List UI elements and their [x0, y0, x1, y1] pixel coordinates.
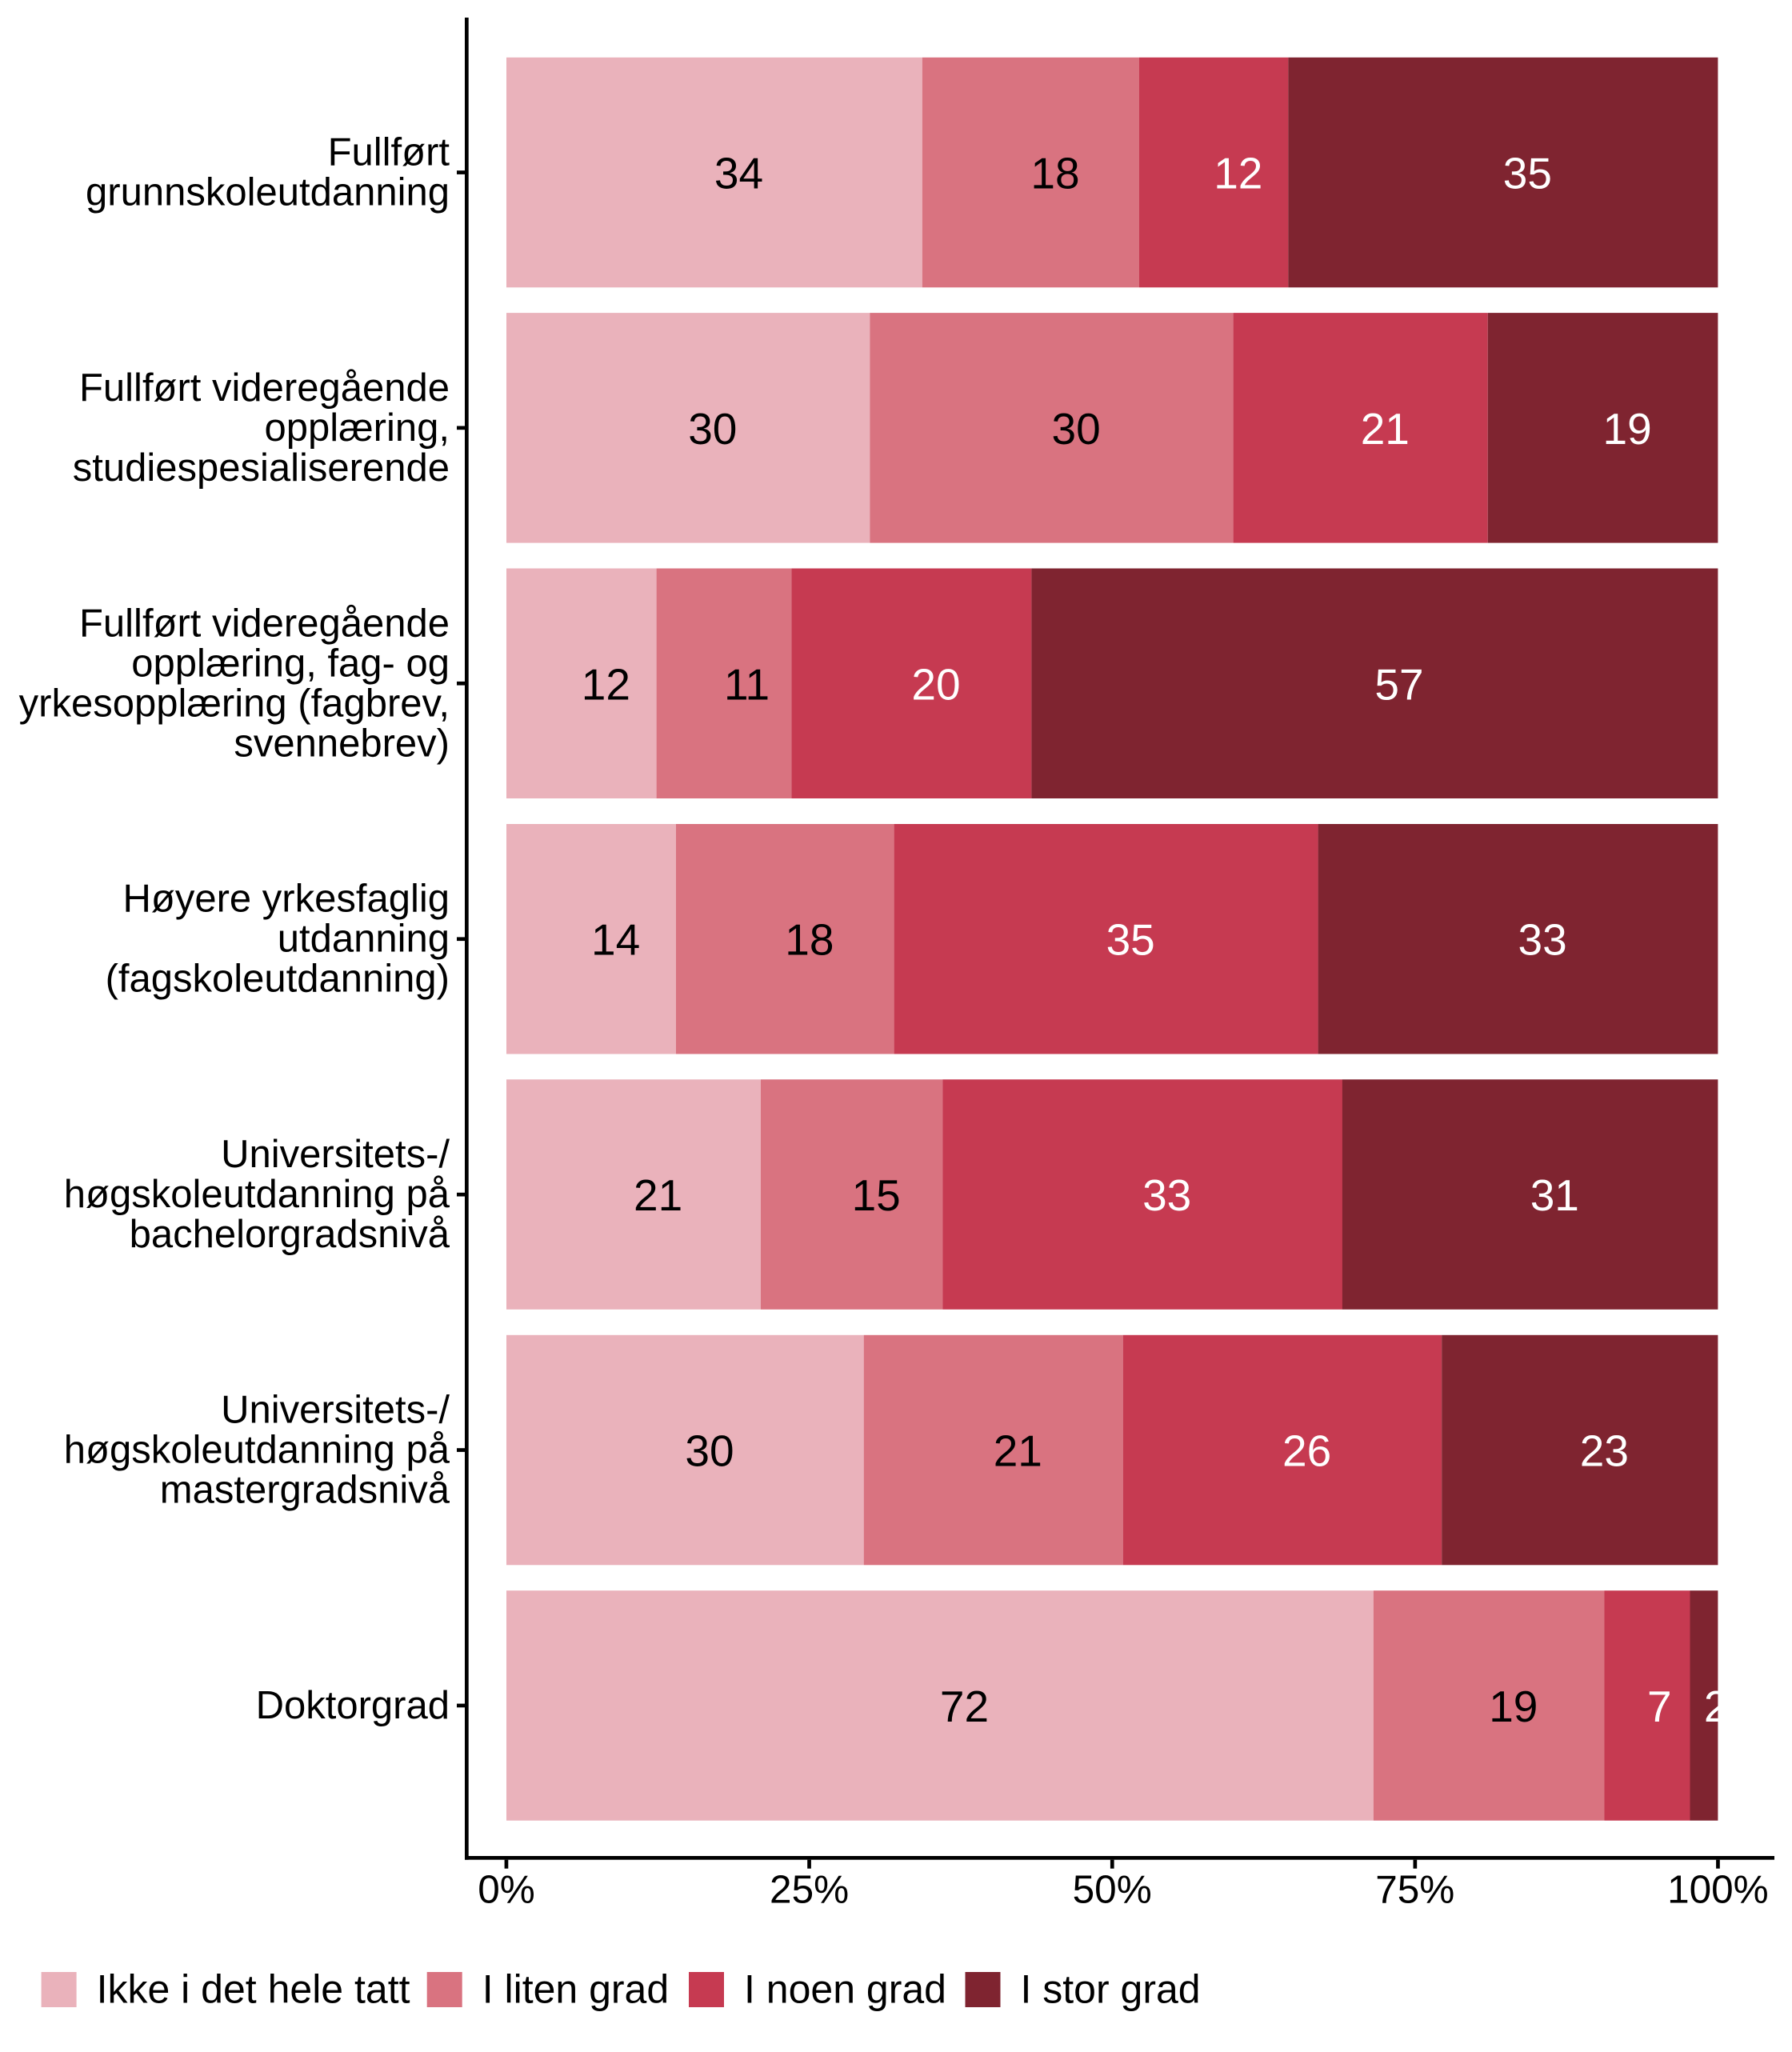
svg-text:21: 21	[994, 1426, 1042, 1476]
svg-text:100%: 100%	[1667, 1868, 1769, 1912]
svg-text:14: 14	[591, 915, 640, 965]
svg-text:Universitets-/: Universitets-/	[221, 1389, 450, 1432]
svg-text:høgskoleutdanning på: høgskoleutdanning på	[64, 1429, 450, 1472]
svg-text:75%: 75%	[1375, 1868, 1454, 1912]
svg-text:2: 2	[1704, 1682, 1729, 1731]
svg-text:svennebrev): svennebrev)	[234, 722, 450, 765]
svg-text:23: 23	[1580, 1426, 1629, 1476]
svg-text:bachelorgradsnivå: bachelorgradsnivå	[130, 1213, 450, 1256]
svg-text:studiespesialiserende: studiespesialiserende	[73, 446, 450, 490]
svg-text:31: 31	[1530, 1170, 1579, 1220]
svg-text:Fullført: Fullført	[328, 131, 450, 174]
svg-text:Ikke i det hele tatt: Ikke i det hele tatt	[97, 1967, 410, 2012]
svg-text:25%: 25%	[770, 1868, 849, 1912]
svg-text:21: 21	[1361, 404, 1410, 454]
svg-text:15: 15	[852, 1170, 901, 1220]
svg-text:11: 11	[724, 659, 770, 709]
svg-text:18: 18	[1030, 149, 1079, 198]
svg-text:7: 7	[1647, 1682, 1672, 1731]
svg-text:mastergradsnivå: mastergradsnivå	[160, 1469, 450, 1512]
svg-text:12: 12	[1214, 149, 1262, 198]
svg-text:I stor grad: I stor grad	[1021, 1967, 1201, 2012]
svg-text:Universitets-/: Universitets-/	[221, 1133, 450, 1176]
svg-text:30: 30	[685, 1426, 734, 1476]
svg-text:0%: 0%	[478, 1868, 535, 1912]
svg-text:57: 57	[1374, 659, 1423, 709]
svg-text:(fagskoleutdanning): (fagskoleutdanning)	[106, 958, 450, 1001]
svg-text:30: 30	[688, 404, 737, 454]
svg-text:50%: 50%	[1073, 1868, 1152, 1912]
svg-text:opplæring,: opplæring,	[264, 406, 450, 450]
svg-text:20: 20	[911, 659, 960, 709]
svg-text:35: 35	[1503, 149, 1552, 198]
svg-text:Fullført videregående: Fullført videregående	[79, 366, 450, 410]
svg-text:26: 26	[1282, 1426, 1331, 1476]
svg-text:I noen grad: I noen grad	[744, 1967, 946, 2012]
svg-text:18: 18	[785, 915, 834, 965]
svg-text:grunnskoleutdanning: grunnskoleutdanning	[86, 171, 450, 214]
svg-text:30: 30	[1052, 404, 1101, 454]
svg-text:Doktorgrad: Doktorgrad	[256, 1684, 450, 1727]
svg-text:35: 35	[1106, 915, 1155, 965]
svg-text:21: 21	[634, 1170, 682, 1220]
svg-text:høgskoleutdanning på: høgskoleutdanning på	[64, 1173, 450, 1216]
svg-text:33: 33	[1518, 915, 1567, 965]
svg-text:yrkesopplæring (fagbrev,: yrkesopplæring (fagbrev,	[19, 682, 450, 725]
svg-text:19: 19	[1603, 404, 1652, 454]
svg-text:Fullført videregående: Fullført videregående	[79, 602, 450, 645]
svg-text:34: 34	[714, 149, 763, 198]
svg-text:I liten grad: I liten grad	[482, 1967, 669, 2012]
svg-text:19: 19	[1489, 1682, 1538, 1731]
svg-text:12: 12	[582, 659, 630, 709]
svg-text:opplæring, fag- og: opplæring, fag- og	[131, 642, 450, 685]
svg-text:utdanning: utdanning	[278, 918, 450, 961]
svg-text:33: 33	[1142, 1170, 1191, 1220]
svg-text:Høyere yrkesfaglig: Høyere yrkesfaglig	[123, 878, 450, 921]
svg-text:72: 72	[940, 1682, 989, 1731]
